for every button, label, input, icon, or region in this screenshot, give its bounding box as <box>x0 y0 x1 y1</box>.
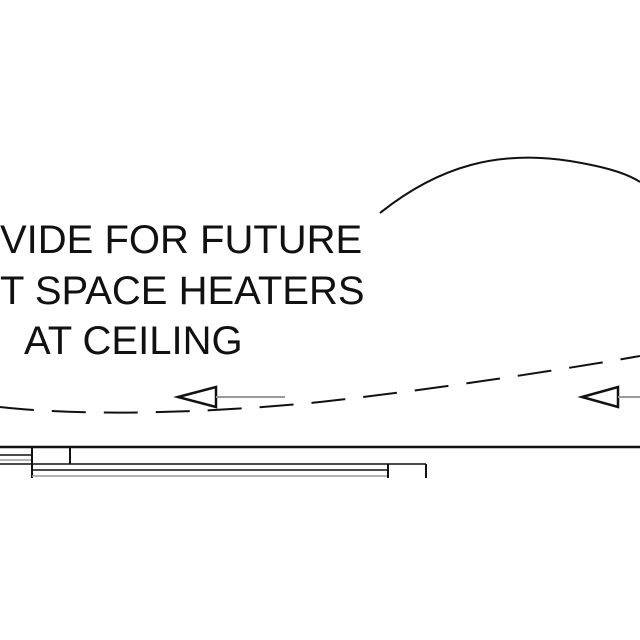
arrow-left-2 <box>577 385 640 409</box>
arrow-head-2 <box>577 385 620 409</box>
wall-detail-left <box>0 447 71 478</box>
annotation-line-1: VIDE FOR FUTURE <box>0 218 362 262</box>
arrow-head-1 <box>173 385 218 409</box>
annotation-line-2: T SPACE HEATERS <box>0 269 365 313</box>
arrow-left-1 <box>173 385 285 409</box>
annotation-line-3: AT CEILING <box>24 319 243 363</box>
cloud-curve <box>379 156 640 214</box>
dashed-arc <box>0 355 640 414</box>
annotation-note: VIDE FOR FUTURE T SPACE HEATERS AT CEILI… <box>0 218 365 363</box>
wall-element <box>32 463 427 478</box>
